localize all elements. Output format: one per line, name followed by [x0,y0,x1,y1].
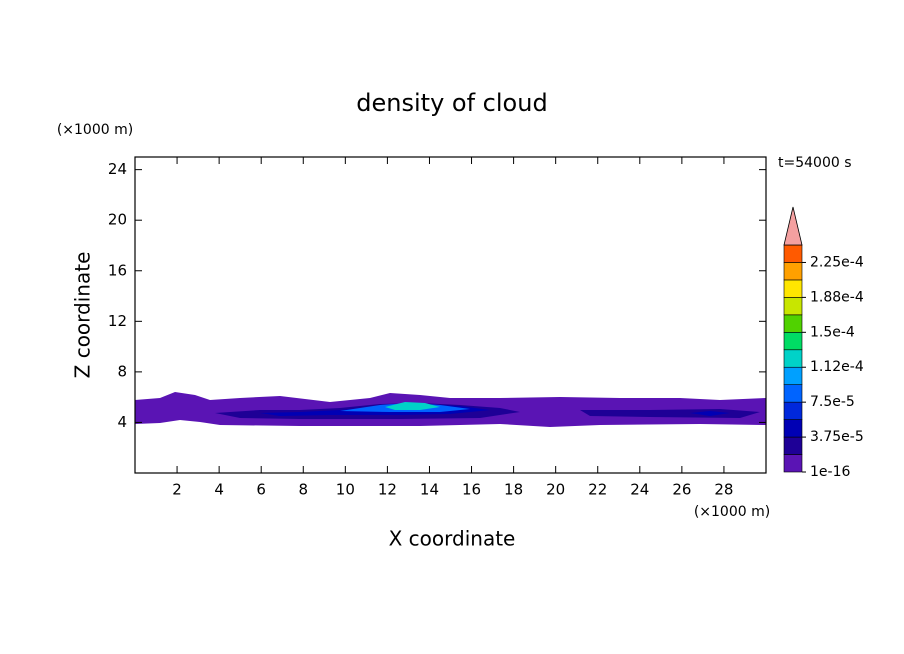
colorbar-band [783,454,803,473]
colorbar-band [783,262,803,281]
x-tick-label: 20 [546,481,565,499]
x-tick-label: 18 [504,481,523,499]
x-unit: (×1000 m) [694,504,770,520]
contour-field [135,392,766,427]
x-tick-label: 8 [298,481,308,499]
time-label: t=54000 s [778,155,852,171]
x-tick-label: 2 [172,481,182,499]
colorbar-label: 1.88e-4 [810,289,864,305]
x-tick-label: 12 [378,481,397,499]
colorbar-band [783,297,803,316]
x-axis-title: X coordinate [389,527,516,551]
x-tick-label: 14 [420,481,439,499]
colorbar-band [783,419,803,438]
colorbar-band [783,314,803,333]
colorbar-band [783,384,803,403]
y-tick-label: 4 [117,413,127,431]
x-tick-label: 10 [336,481,355,499]
x-tick-label: 6 [256,481,266,499]
colorbar-band [783,279,803,298]
y-tick-label: 8 [117,362,127,380]
colorbar-label: 3.75e-5 [810,429,864,445]
colorbar-band [783,349,803,368]
colorbar-label: 1.12e-4 [810,359,864,375]
plot-frame [134,156,767,474]
colorbar-label: 7.5e-5 [810,394,855,410]
colorbar-band [783,332,803,351]
colorbar-label: 1e-16 [810,464,850,480]
colorbar-band [783,436,803,455]
x-tick-label: 26 [672,481,691,499]
contour-region [580,409,760,418]
x-tick-label: 16 [462,481,481,499]
chart-title: density of cloud [356,89,547,117]
colorbar-label: 1.5e-4 [810,324,855,340]
contour-region [385,402,440,410]
colorbar-band [783,401,803,420]
y-unit: (×1000 m) [57,122,133,138]
colorbar-band [783,244,803,263]
colorbar-band [783,366,803,385]
colorbar-overflow [783,206,803,246]
x-tick-label: 28 [714,481,733,499]
y-tick-label: 16 [108,261,127,279]
x-tick-label: 22 [588,481,607,499]
colorbar-label: 2.25e-4 [810,254,864,270]
x-tick-label: 24 [630,481,649,499]
y-tick-label: 12 [108,312,127,330]
y-tick-label: 20 [108,211,127,229]
contour-region [690,411,730,416]
y-tick-label: 24 [108,160,127,178]
x-tick-label: 4 [214,481,224,499]
y-axis-title: Z coordinate [71,252,95,379]
